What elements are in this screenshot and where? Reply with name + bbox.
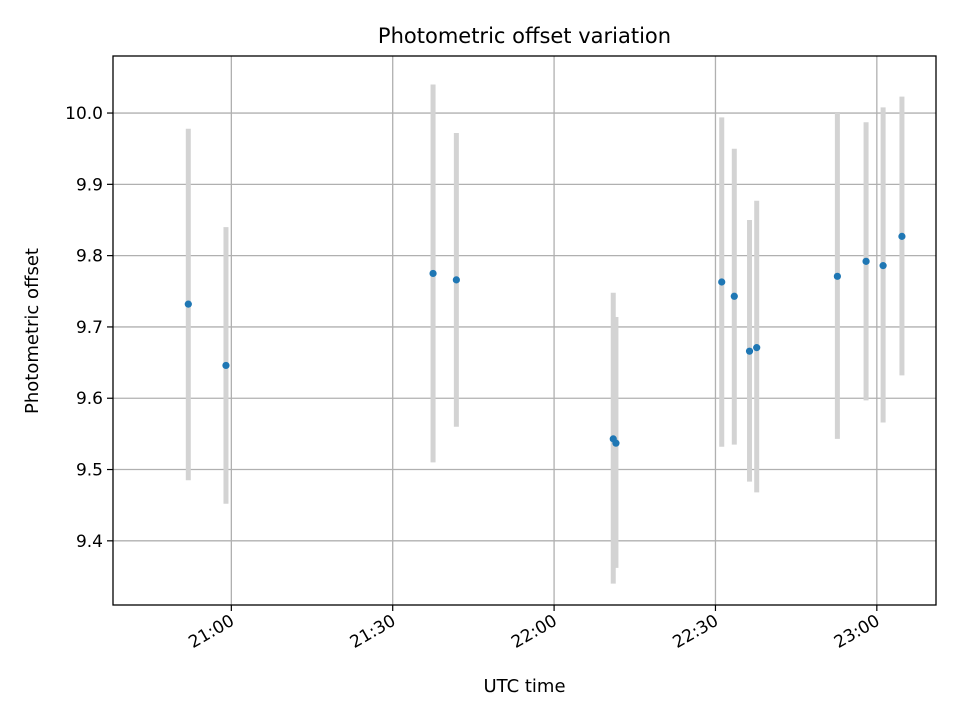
y-tick-label: 10.0 (65, 104, 103, 124)
data-point (753, 344, 761, 352)
y-tick-label: 9.8 (76, 247, 103, 267)
data-point (718, 278, 726, 286)
data-point (429, 269, 437, 278)
chart-title: Photometric offset variation (378, 24, 671, 48)
data-point (862, 257, 870, 265)
data-point (184, 300, 192, 308)
x-axis-title: UTC time (483, 676, 565, 697)
y-tick-label: 9.9 (76, 175, 103, 195)
data-point (745, 347, 754, 355)
y-tick-label: 9.4 (76, 532, 103, 552)
y-axis: 9.4 9.5 9.6 9.7 9.8 9.9 10.0 (65, 104, 113, 552)
y-tick-label: 9.7 (76, 318, 103, 338)
data-point (879, 262, 887, 270)
plot-frame (112, 55, 937, 606)
data-points (184, 232, 906, 447)
data-point (452, 276, 460, 284)
grid (113, 56, 936, 605)
y-tick-label: 9.5 (76, 461, 103, 481)
data-point (222, 361, 230, 370)
data-point (730, 292, 738, 300)
data-point (898, 232, 906, 240)
data-point (833, 272, 841, 280)
data-point (612, 439, 620, 447)
y-tick-label: 9.6 (76, 389, 103, 409)
y-axis-title: Photometric offset (22, 248, 43, 414)
